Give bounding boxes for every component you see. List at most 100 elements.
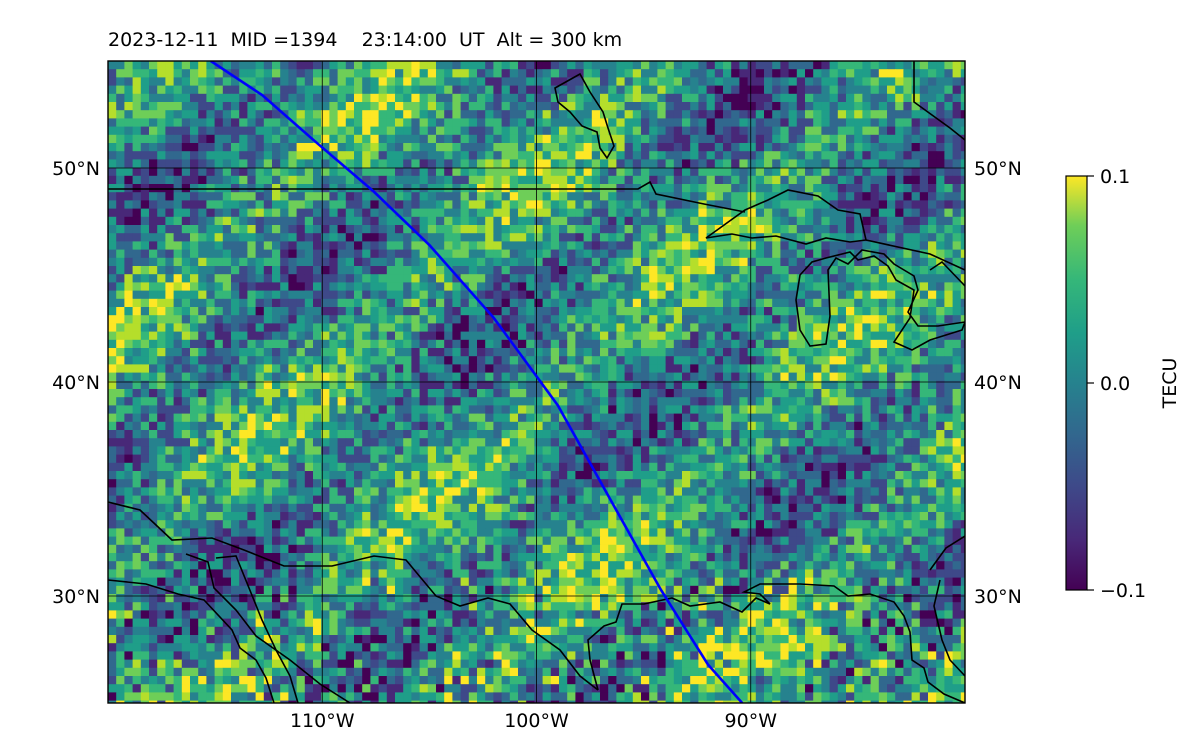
tec-cell [657, 118, 666, 127]
tec-cell [526, 249, 535, 259]
tec-cell [829, 241, 839, 250]
tec-cell [518, 405, 527, 414]
tec-cell [682, 380, 691, 390]
tec-cell [206, 438, 215, 447]
tec-cell [632, 438, 642, 447]
tec-cell [411, 241, 420, 250]
tec-cell [616, 102, 625, 111]
tec-cell [124, 348, 133, 357]
tec-cell [591, 348, 601, 357]
tec-cell [714, 167, 724, 177]
tec-cell [460, 274, 470, 283]
tec-cell [239, 93, 248, 103]
tec-cell [747, 430, 757, 439]
tec-cell [468, 167, 478, 177]
tec-cell [928, 339, 937, 349]
tec-cell [386, 192, 396, 201]
tec-cell [780, 282, 789, 291]
tec-cell [362, 192, 371, 201]
tec-cell [534, 200, 543, 209]
tec-cell [805, 208, 814, 218]
tec-cell [583, 93, 593, 103]
tec-cell [616, 134, 625, 144]
tec-cell [649, 175, 658, 185]
tec-cell [206, 225, 215, 234]
tec-cell [518, 274, 527, 283]
tec-cell [559, 167, 568, 177]
tec-cell [165, 323, 174, 332]
tec-cell [550, 143, 560, 152]
tec-cell [764, 331, 773, 341]
tec-cell [878, 364, 888, 373]
tec-cell [567, 348, 576, 357]
tec-cell [403, 151, 412, 160]
tec-cell [477, 389, 486, 398]
tec-cell [714, 397, 724, 406]
tec-cell [509, 315, 519, 324]
tec-cell [764, 241, 773, 250]
tec-cell [682, 421, 691, 431]
tec-cell [321, 126, 330, 136]
tec-cell [895, 380, 904, 390]
tec-cell [887, 233, 896, 242]
tec-cell [173, 389, 183, 398]
tec-cell [501, 421, 511, 431]
tec-cell [788, 241, 798, 250]
tec-cell [534, 192, 543, 201]
tec-cell [911, 348, 921, 357]
tec-cell [518, 323, 527, 332]
tec-cell [960, 266, 965, 275]
tec-cell [657, 175, 666, 185]
tec-cell [116, 257, 125, 267]
tec-cell [501, 61, 511, 70]
tec-cell [649, 315, 658, 324]
tec-cell [378, 397, 388, 406]
tec-cell [895, 421, 904, 431]
tec-cell [673, 266, 683, 275]
tec-cell [821, 274, 830, 283]
tec-cell [805, 257, 814, 267]
tec-cell [509, 290, 519, 300]
tec-cell [370, 380, 379, 390]
tec-cell [198, 69, 207, 78]
tec-cell [501, 225, 511, 234]
tec-cell [354, 405, 363, 414]
tec-cell [214, 438, 224, 447]
tec-cell [321, 77, 330, 86]
tec-cell [493, 257, 502, 267]
tec-cell [821, 69, 830, 78]
tec-cell [493, 249, 502, 259]
tec-cell [239, 331, 248, 341]
tec-cell [501, 356, 511, 365]
tec-cell [796, 118, 806, 127]
tec-cell [960, 77, 965, 86]
tec-cell [518, 151, 527, 160]
tec-cell [460, 446, 470, 455]
tec-cell [345, 110, 355, 119]
tec-cell [173, 200, 183, 209]
tec-cell [567, 323, 576, 332]
tec-cell [354, 315, 363, 324]
tec-cell [116, 192, 125, 201]
tec-cell [485, 405, 494, 414]
tec-cell [878, 159, 888, 168]
tec-cell [362, 159, 371, 168]
tec-cell [813, 118, 822, 127]
tec-cell [190, 372, 199, 382]
tec-cell [468, 421, 478, 431]
tec-cell [124, 372, 133, 382]
tec-cell [280, 372, 289, 382]
tec-cell [518, 372, 527, 382]
tec-cell [796, 257, 806, 267]
tec-cell [878, 184, 888, 193]
tec-cell [641, 216, 650, 226]
tec-cell [198, 331, 207, 341]
tec-cell [190, 389, 199, 398]
tec-cell [936, 151, 945, 160]
tec-cell [149, 85, 158, 95]
tec-cell [747, 307, 757, 316]
tec-cell [698, 216, 707, 226]
tec-cell [739, 380, 748, 390]
tec-cell [206, 298, 215, 308]
tec-cell [567, 315, 576, 324]
